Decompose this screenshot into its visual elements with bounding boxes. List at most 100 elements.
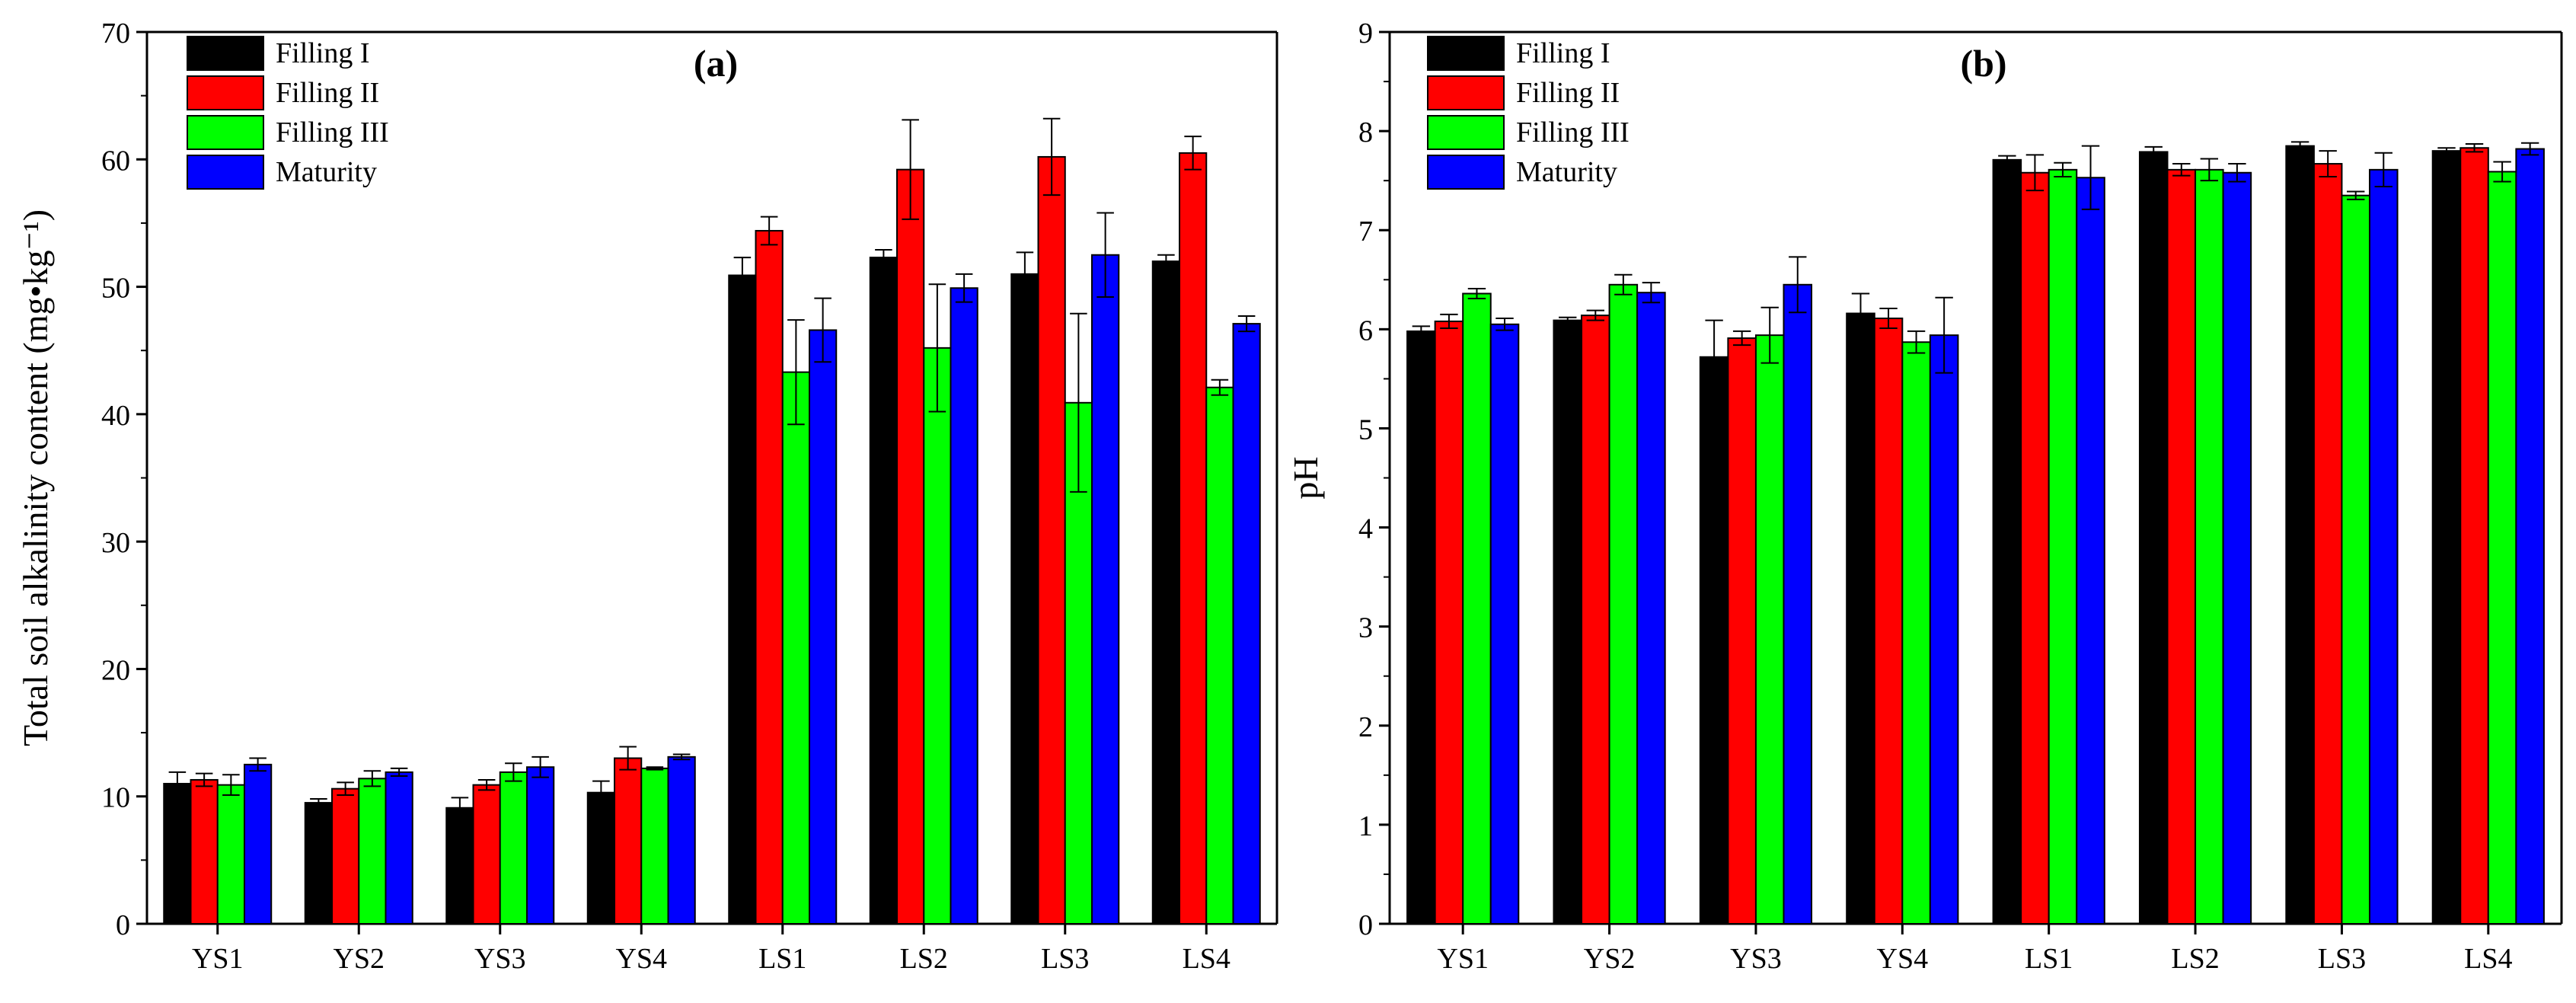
panel-a-y-tick-label: 70 — [101, 18, 130, 50]
panel-a-bar-filling-iii-ys2 — [358, 778, 387, 925]
panel-a-bar-filling-iii-ls2 — [923, 347, 952, 925]
panel-b-bar-filling-iii-ls3 — [2341, 194, 2370, 925]
panel-a-bar-filling-ii-ys4 — [614, 757, 643, 925]
panel-a-x-tick-label: YS2 — [333, 943, 385, 975]
panel-a-bar-filling-i-ys3 — [445, 807, 474, 925]
panel-a-bar-filling-i-ys2 — [304, 802, 334, 925]
panel-b-y-tick-label: 5 — [1358, 414, 1373, 446]
chart-panel-a: 0 10 20 30 40 50 60 70 Total soil alkalinity con… — [16, 18, 1278, 975]
panel-a-panel-label: (a) — [694, 42, 738, 85]
panel-a-legend-swatch-filling-iii — [187, 115, 264, 150]
panel-b-bar-filling-ii-ls4 — [2459, 147, 2489, 925]
panel-b-legend-label-filling-iii: Filling III — [1516, 117, 1630, 149]
panel-a-bar-filling-iii-ls1 — [781, 371, 810, 925]
panel-b-bar-filling-iii-ys1 — [1462, 292, 1492, 925]
panel-a-y-tick-label: 60 — [101, 145, 130, 177]
panel-a-bar-filling-i-ls1 — [728, 274, 757, 925]
panel-a-bar-filling-ii-ls3 — [1037, 155, 1066, 925]
panel-b-bar-filling-iii-ys2 — [1608, 283, 1639, 925]
chart-panel-b: 0 1 2 3 4 5 6 7 8 9 pH YS1 YS2 YS3 YS4 LS1 LS2 LS3 LS4 (b) F… — [1286, 18, 2563, 975]
panel-a-bar-maturity-ls4 — [1232, 323, 1261, 925]
panel-b-bar-filling-i-ls4 — [2431, 150, 2462, 925]
panel-a-y-axis-label: Total soil alkalinity content (mg•kg⁻¹) — [16, 209, 55, 746]
panel-b-bar-filling-iii-ls2 — [2195, 168, 2224, 925]
panel-b-bar-filling-ii-ys1 — [1434, 320, 1464, 925]
panel-b-y-tick-label: 9 — [1358, 18, 1373, 50]
panel-a-x-tick-label: LS1 — [758, 943, 806, 975]
panel-b-legend-label-filling-i: Filling I — [1516, 37, 1610, 69]
panel-a-bar-maturity-ls1 — [808, 329, 838, 925]
panel-b-y-tick-label: 6 — [1358, 315, 1373, 347]
panel-a-bar-filling-iii-ys1 — [216, 784, 245, 925]
panel-a-x-tick-label: LS2 — [900, 943, 948, 975]
panel-a-bar-maturity-ys1 — [243, 763, 273, 925]
panel-b-x-tick-label: YS4 — [1877, 943, 1929, 975]
panel-a-bar-filling-i-ys4 — [586, 791, 616, 925]
panel-b-legend-label-maturity: Maturity — [1516, 156, 1617, 188]
panel-a-bar-filling-i-ls4 — [1151, 260, 1181, 925]
panel-a-bar-filling-iii-ls4 — [1205, 386, 1234, 925]
panel-b-bar-filling-i-ls3 — [2285, 145, 2315, 925]
panel-b-bar-filling-i-ls1 — [1992, 158, 2022, 925]
panel-a-y-tick-label: 50 — [101, 273, 130, 305]
panel-b-bar-filling-ii-ls2 — [2166, 168, 2197, 925]
panel-b-y-tick-label: 3 — [1358, 612, 1373, 644]
panel-a-bar-filling-ii-ls1 — [755, 229, 784, 925]
panel-b-bar-maturity-ls4 — [2515, 148, 2545, 925]
panel-b-x-tick-label: LS2 — [2171, 943, 2219, 975]
panel-b-bar-maturity-ys2 — [1636, 292, 1666, 925]
panel-a-bar-maturity-ls2 — [950, 287, 978, 925]
panel-b-y-tick-label: 0 — [1358, 909, 1373, 941]
panel-b-panel-label: (b) — [1960, 42, 2006, 85]
panel-a-y-tick-label: 20 — [101, 654, 130, 686]
panel-b-x-tick-label: YS3 — [1730, 943, 1782, 975]
panel-b-bar-filling-i-ys1 — [1406, 330, 1436, 925]
panel-a-legend-label-filling-iii: Filling III — [276, 117, 389, 149]
panel-a-bar-filling-ii-ys3 — [472, 784, 501, 925]
panel-b-bar-filling-iii-ys3 — [1754, 334, 1785, 925]
panel-b-legend-swatch-filling-i — [1427, 36, 1505, 71]
panel-a-bar-maturity-ys2 — [385, 771, 413, 925]
panel-b-legend-swatch-maturity — [1427, 155, 1505, 190]
panel-b-x-tick-label: LS1 — [2025, 943, 2073, 975]
panel-b-bar-filling-ii-ys4 — [1873, 318, 1904, 925]
panel-b-bar-maturity-ys4 — [1929, 334, 1959, 925]
panel-a-y-tick-label: 30 — [101, 527, 130, 559]
panel-b-bar-filling-ii-ys2 — [1581, 315, 1610, 925]
panel-a-x-tick-label: YS3 — [474, 943, 526, 975]
panel-a-legend-swatch-filling-i — [187, 36, 264, 71]
panel-a-bar-filling-i-ls3 — [1010, 273, 1039, 925]
panel-b-x-tick-label: LS4 — [2464, 943, 2512, 975]
panel-b-x-tick-label: LS3 — [2318, 943, 2366, 975]
panel-a-bar-filling-ii-ls4 — [1179, 152, 1208, 925]
panel-a-bar-filling-iii-ys3 — [499, 771, 528, 925]
panel-b-bar-maturity-ls3 — [2368, 168, 2399, 925]
panel-b-y-tick-label: 8 — [1358, 117, 1373, 149]
panel-b-bar-filling-ii-ys3 — [1727, 337, 1757, 925]
panel-b-bar-filling-ii-ls1 — [2020, 171, 2050, 925]
panel-b-bar-filling-i-ys2 — [1553, 319, 1583, 925]
panel-b-bar-filling-i-ys3 — [1699, 356, 1729, 925]
panel-a-x-tick-label: LS4 — [1183, 943, 1231, 975]
panel-b-x-tick-label: YS1 — [1437, 943, 1489, 975]
panel-b-bar-filling-iii-ls4 — [2487, 171, 2517, 925]
panel-a-bar-filling-i-ls2 — [869, 257, 899, 925]
panel-b-legend-swatch-filling-ii — [1427, 75, 1505, 110]
panel-a-x-tick-label: LS3 — [1041, 943, 1089, 975]
panel-a-bar-maturity-ys3 — [525, 766, 555, 925]
panel-b-bar-maturity-ys1 — [1489, 323, 1520, 925]
panel-b-x-tick-label: YS2 — [1584, 943, 1636, 975]
panel-a-legend-swatch-filling-ii — [187, 75, 264, 110]
panel-b-bar-filling-ii-ls3 — [2313, 163, 2343, 925]
panel-a-bar-maturity-ys4 — [667, 755, 696, 925]
panel-b-bar-filling-i-ys4 — [1846, 312, 1875, 925]
panel-a-bar-filling-ii-ys2 — [331, 787, 360, 925]
panel-a-bar-filling-ii-ls2 — [896, 168, 925, 925]
panel-a-legend-label-maturity: Maturity — [276, 156, 377, 188]
panel-a-x-tick-label: YS1 — [192, 943, 244, 975]
panel-b-bar-filling-iii-ls1 — [2048, 168, 2078, 925]
panel-a-y-tick-label: 10 — [101, 782, 130, 814]
panel-a-bar-filling-i-ys1 — [163, 782, 192, 925]
panel-b-y-tick-label: 4 — [1358, 513, 1373, 545]
